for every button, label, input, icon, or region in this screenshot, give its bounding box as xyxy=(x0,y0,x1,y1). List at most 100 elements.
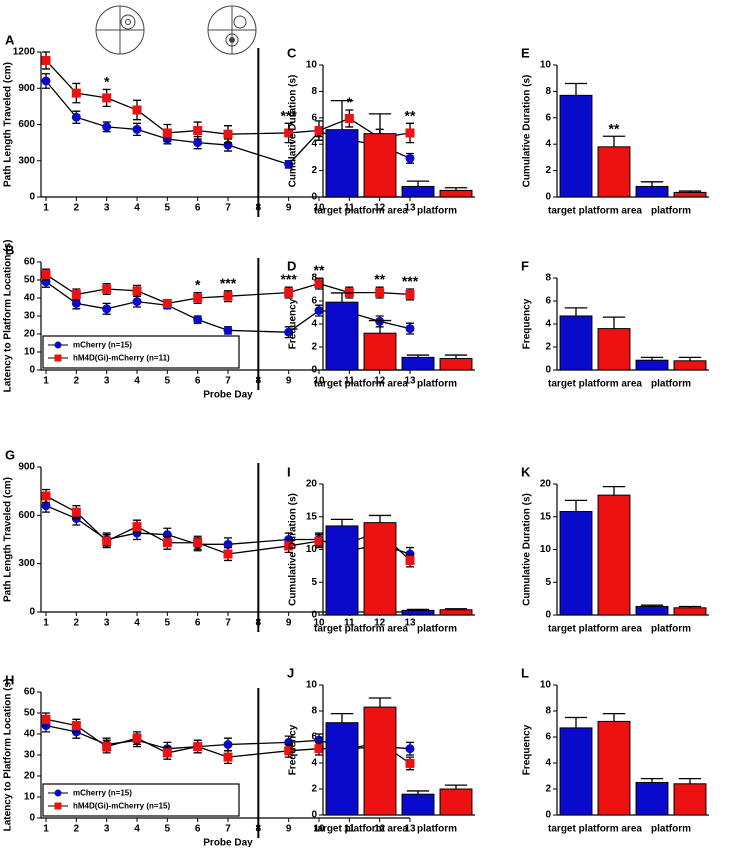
error-bar xyxy=(368,319,392,334)
point xyxy=(405,324,415,334)
y-tick-label: 20 xyxy=(540,479,552,490)
y-tick-label: 600 xyxy=(18,510,35,521)
y-tick-label: 5 xyxy=(545,577,551,588)
bar xyxy=(597,146,631,198)
y-tick-label: 300 xyxy=(18,155,35,166)
legend-box xyxy=(42,783,240,817)
x-tick-label: 10 xyxy=(313,203,325,214)
significance: *** xyxy=(280,107,297,123)
legend-marker xyxy=(54,341,62,349)
y-axis-label: Path Length Traveled (cm) xyxy=(3,62,14,187)
x-tick-label: 10 xyxy=(313,618,325,629)
x-tick-label: platform xyxy=(651,379,691,390)
x-tick-label: target platform area xyxy=(314,206,408,217)
bar xyxy=(635,359,669,371)
point xyxy=(162,128,172,138)
y-tick-label: 2 xyxy=(311,342,317,353)
x-tick-label: platform xyxy=(651,624,691,635)
y-tick-label: 4 xyxy=(545,139,551,150)
y-tick-label: 8 xyxy=(311,273,317,284)
x-tick-label: 1 xyxy=(43,618,49,629)
y-tick-label: 4 xyxy=(545,758,551,769)
x-tick-label: 9 xyxy=(286,203,292,214)
point xyxy=(102,93,112,103)
error-bar xyxy=(678,356,702,361)
point xyxy=(193,138,203,148)
point xyxy=(405,289,415,299)
point xyxy=(314,536,324,546)
y-tick-label: 2 xyxy=(545,784,551,795)
error-bar xyxy=(564,82,588,96)
y-axis-label: Cumulative Duration (s) xyxy=(522,493,533,606)
y-tick-label: 8 xyxy=(311,706,317,717)
error-bar xyxy=(330,712,354,723)
series-line xyxy=(45,60,411,139)
y-tick-label: 10 xyxy=(24,792,36,803)
x-tick-label: 3 xyxy=(104,376,110,387)
point xyxy=(405,744,415,754)
error-bar xyxy=(330,99,354,130)
x-tick-label: 1 xyxy=(43,203,49,214)
y-tick-label: 6 xyxy=(311,296,317,307)
y-tick-label: 900 xyxy=(18,462,35,473)
y-axis-label: Cumulative Duration (s) xyxy=(522,75,533,188)
bar xyxy=(325,722,359,816)
error-bar xyxy=(640,181,664,187)
bar xyxy=(325,525,359,616)
point xyxy=(193,538,203,548)
x-tick-label: 12 xyxy=(374,618,386,629)
significance: ** xyxy=(609,120,620,136)
panel-label: K xyxy=(521,465,531,480)
point xyxy=(223,539,233,549)
error-bar xyxy=(678,777,702,784)
point xyxy=(71,112,81,122)
panel-label: C xyxy=(287,46,297,61)
panel-label: L xyxy=(521,666,529,681)
error-bar xyxy=(564,716,588,728)
point xyxy=(405,758,415,768)
point xyxy=(132,286,142,296)
y-tick-label: 4 xyxy=(311,758,317,769)
x-tick-label: 5 xyxy=(165,824,171,835)
bar xyxy=(439,609,473,616)
x-tick-label: 4 xyxy=(134,824,140,835)
point xyxy=(344,113,354,123)
bar xyxy=(363,706,397,816)
x-tick-label: 13 xyxy=(404,203,416,214)
point xyxy=(314,744,324,754)
error-bar xyxy=(330,518,354,526)
x-tick-label: 7 xyxy=(225,824,231,835)
y-tick-label: 50 xyxy=(24,708,36,719)
x-tick-label: 12 xyxy=(374,203,386,214)
y-tick-label: 8 xyxy=(545,86,551,97)
legend-label: mCherry (n=15) xyxy=(73,341,132,350)
y-tick-label: 2 xyxy=(545,165,551,176)
x-tick-label: 13 xyxy=(404,618,416,629)
y-tick-label: 8 xyxy=(545,706,551,717)
point xyxy=(193,315,203,325)
y-axis-label: Frequency xyxy=(522,298,533,349)
x-tick-label: platform xyxy=(417,379,457,390)
point xyxy=(132,522,142,532)
y-tick-label: 10 xyxy=(540,60,552,71)
y-tick-label: 5 xyxy=(311,577,317,588)
point xyxy=(193,126,203,136)
significance: * xyxy=(347,94,353,110)
x-tick-label: 13 xyxy=(404,824,416,835)
bar xyxy=(401,185,435,198)
point xyxy=(71,88,81,98)
x-tick-label: 13 xyxy=(404,376,416,387)
x-tick-label: 11 xyxy=(344,824,355,835)
bar xyxy=(439,189,473,198)
point xyxy=(223,129,233,139)
significance: ** xyxy=(374,271,385,287)
y-tick-label: 10 xyxy=(306,544,318,555)
panel-label: I xyxy=(287,465,291,480)
point xyxy=(102,284,112,294)
legend-label: hM4D(Gi)-mCherry (n=15) xyxy=(73,802,170,811)
x-tick-label: target platform area xyxy=(314,379,408,390)
panel-label: B xyxy=(5,243,14,258)
bar xyxy=(559,511,593,616)
y-axis-label: Cumulative Duration (s) xyxy=(288,75,299,188)
y-axis-label: Cumulative Duration (s) xyxy=(288,493,299,606)
